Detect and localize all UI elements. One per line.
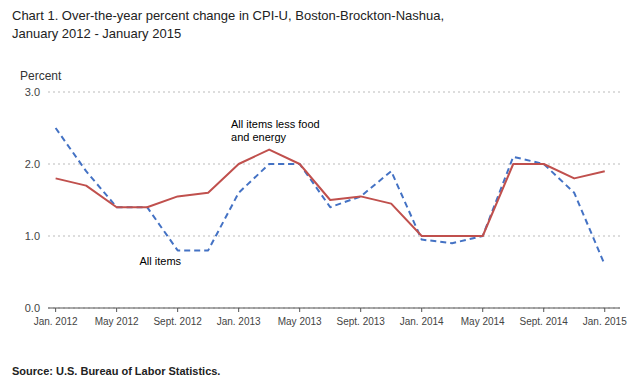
x-tick: [482, 308, 483, 312]
lines: [56, 128, 605, 265]
series-line: [56, 128, 605, 265]
x-tick-label: May 2012: [95, 316, 139, 327]
x-tick-label: Sept. 2013: [337, 316, 386, 327]
title: Chart 1. Over-the-year percent change in…: [12, 8, 444, 23]
x-axis: [48, 308, 620, 309]
source: Source: U.S. Bureau of Labor Statistics.: [12, 365, 220, 377]
annotation: All items: [140, 255, 182, 267]
chart: Chart 1. Over-the-year percent change in…: [0, 0, 640, 385]
x-tick: [238, 308, 239, 312]
x-tick-label: Jan. 2012: [34, 316, 78, 327]
x-tick-label: May 2014: [461, 316, 505, 327]
x-tick: [116, 308, 117, 312]
x-tick: [604, 308, 605, 312]
x-tick-label: May 2013: [278, 316, 322, 327]
x-tick: [55, 308, 56, 312]
grid-line: [48, 92, 620, 93]
x-tick: [177, 308, 178, 312]
annotation: All items less foodand energy: [231, 118, 320, 143]
x-tick: [421, 308, 422, 312]
grid-line: [48, 236, 620, 237]
series-line: [56, 150, 605, 236]
subtitle: January 2012 - January 2015: [12, 26, 181, 41]
y-tick-label: 0.0: [25, 302, 40, 314]
y-tick-label: 1.0: [25, 230, 40, 242]
x-tick: [299, 308, 300, 312]
grid: [48, 92, 620, 308]
x-tick: [360, 308, 361, 312]
x-tick-label: Jan. 2015: [583, 316, 627, 327]
y-label: Percent: [20, 69, 62, 83]
grid-line: [48, 308, 620, 309]
x-tick-label: Jan. 2013: [217, 316, 261, 327]
x-tick: [543, 308, 544, 312]
x-tick-label: Jan. 2014: [400, 316, 444, 327]
x-tick-label: Sept. 2014: [520, 316, 569, 327]
y-tick-label: 3.0: [25, 86, 40, 98]
y-tick-label: 2.0: [25, 158, 40, 170]
x-tick-label: Sept. 2012: [153, 316, 202, 327]
